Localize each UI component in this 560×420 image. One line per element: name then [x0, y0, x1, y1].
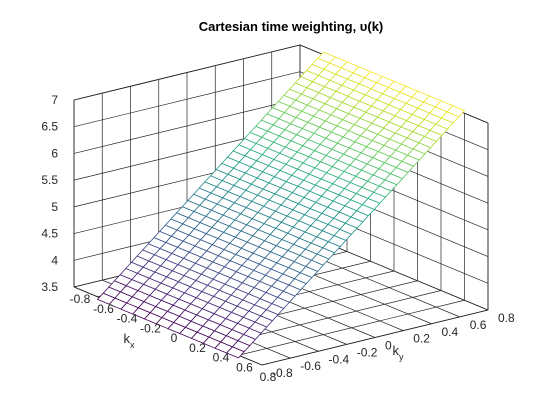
y-tick-label: 0.4: [442, 325, 459, 339]
y-axis-label: ky: [393, 343, 405, 362]
x-tick-label: 0: [171, 331, 178, 345]
x-tick-label: -0.8: [70, 292, 91, 306]
y-tick-label: -0.6: [300, 359, 321, 373]
x-tick-label: 0.6: [236, 360, 253, 374]
y-tick-label: 0.8: [498, 311, 515, 325]
z-tick-label: 5: [51, 200, 58, 214]
y-tick-label: 0: [385, 339, 392, 353]
z-tick-label: 3.5: [41, 280, 58, 294]
y-tick-label: 0.2: [413, 332, 430, 346]
axis-edge-y: [261, 309, 489, 366]
x-tick-label: -0.6: [93, 302, 114, 316]
y-tick-label: -0.4: [329, 352, 350, 366]
z-tick-label: 4: [51, 253, 58, 267]
axis-labels: kx ky: [124, 331, 405, 362]
chart-title: Cartesian time weighting, υ(k): [199, 19, 384, 34]
surface-mesh: [96, 51, 466, 359]
x-axis-label: kx: [124, 331, 136, 350]
z-tick-label: 6: [51, 146, 58, 160]
tick-labels: 3.544.555.566.57-0.8-0.6-0.4-0.200.20.40…: [41, 93, 515, 384]
y-tick-label: -0.8: [272, 366, 293, 380]
z-tick-label: 7: [51, 93, 58, 107]
x-tick-label: 0.2: [189, 341, 206, 355]
x-tick-label: -0.4: [117, 312, 138, 326]
x-tick-label: -0.2: [140, 321, 161, 335]
z-tick-label: 4.5: [41, 227, 58, 241]
y-tick-label: -0.2: [357, 345, 378, 359]
z-tick-label: 6.5: [41, 120, 58, 134]
z-tick-label: 5.5: [41, 173, 58, 187]
y-tick-label: 0.6: [470, 318, 487, 332]
x-tick-label: 0.4: [213, 351, 230, 365]
x-tick-label: 0.8: [260, 370, 277, 384]
axis-edge-top2: [73, 44, 301, 101]
surface-cell: [226, 346, 245, 359]
